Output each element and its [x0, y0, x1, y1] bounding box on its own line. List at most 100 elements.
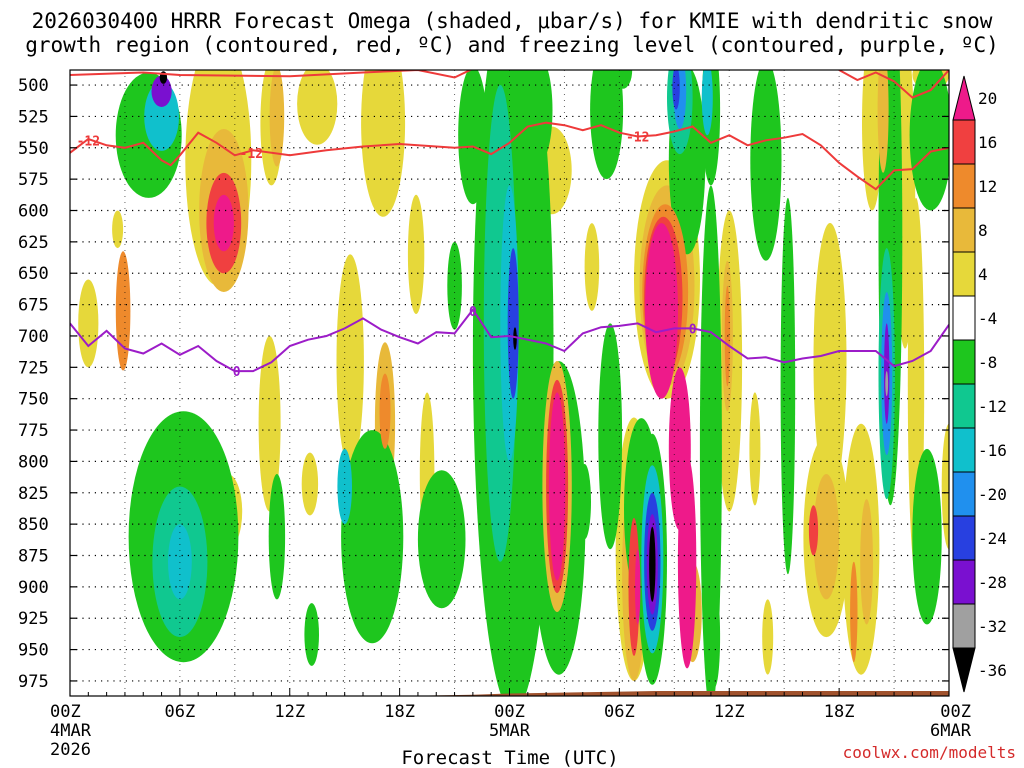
- x-tick-label: 00Z: [50, 702, 81, 722]
- omega-cell: [672, 70, 680, 110]
- omega-cell: [379, 373, 391, 449]
- y-tick-label: 650: [18, 264, 49, 284]
- omega-cell: [750, 70, 782, 261]
- y-tick-label: 825: [18, 484, 49, 504]
- omega-cell: [699, 185, 722, 696]
- omega-cell: [701, 70, 713, 136]
- omega-cell: [635, 549, 641, 625]
- y-tick-label: 675: [18, 296, 49, 316]
- omega-cell: [941, 423, 949, 550]
- x-tick-date: 5MAR: [489, 721, 531, 741]
- y-tick-label: 600: [18, 202, 49, 222]
- omega-cell: [912, 448, 942, 625]
- omega-cell: [649, 526, 656, 602]
- y-tick-label: 575: [18, 170, 49, 190]
- colorbar-swatch: [952, 471, 976, 517]
- omega-shading: [78, 70, 949, 696]
- omega-cell: [909, 70, 949, 211]
- credit-text: coolwx.com/modelts: [843, 743, 1016, 762]
- omega-cell: [808, 505, 819, 556]
- y-tick-label: 800: [18, 452, 49, 472]
- x-tick-date: 6MAR: [930, 721, 972, 741]
- colorbar-swatch: [952, 339, 976, 385]
- colorbar-swatch: [952, 383, 976, 429]
- omega-cell: [645, 223, 678, 399]
- colorbar-label: -4: [978, 309, 997, 328]
- x-tick-label: 12Z: [714, 702, 745, 722]
- dendritic-upper-contour: [70, 70, 473, 79]
- y-tick-label: 875: [18, 546, 49, 566]
- omega-cell: [862, 70, 883, 211]
- omega-cell: [301, 452, 319, 516]
- y-tick-label: 950: [18, 641, 49, 661]
- x-tick-label: 00Z: [940, 702, 971, 722]
- dendritic-upper-contour-right: [838, 70, 949, 99]
- omega-cell: [78, 279, 99, 368]
- omega-cell: [417, 470, 466, 609]
- omega-cell: [336, 254, 364, 468]
- x-tick-label: 06Z: [165, 702, 196, 722]
- y-tick-label: 775: [18, 421, 49, 441]
- colorbar-swatch: [952, 559, 976, 605]
- x-tick-date: 4MAR: [50, 721, 92, 741]
- y-tick-label: 550: [18, 139, 49, 159]
- dendritic-minus12-contour: [70, 121, 949, 191]
- omega-cell: [578, 464, 591, 540]
- contour-label-zero: 0: [233, 365, 241, 380]
- omega-cell: [584, 223, 600, 311]
- omega-cell: [813, 223, 847, 499]
- contour-label-zero: 0: [689, 322, 697, 337]
- y-tick-label: 525: [18, 107, 49, 127]
- colorbar-label: -16: [978, 441, 1007, 460]
- colorbar-swatch: [952, 207, 976, 253]
- omega-cell: [598, 323, 623, 550]
- omega-cell: [860, 499, 873, 625]
- omega-cell: [112, 210, 124, 249]
- colorbar: 20 16 12 8 4 -4 -8 -12 -16 -20 -24 -28 -32 -36: [952, 75, 1007, 693]
- x-tick-label: 18Z: [824, 702, 855, 722]
- contour-label-minus12: -12: [240, 147, 263, 162]
- x-axis-label: Forecast Time (UTC): [401, 747, 618, 768]
- omega-cell: [749, 392, 761, 506]
- contour-label-zero: 0: [469, 305, 477, 320]
- chart-title-line-1: 2026030400 HRRR Forecast Omega (shaded, …: [32, 9, 993, 33]
- colorbar-swatch: [952, 251, 976, 297]
- y-tick-label: 500: [18, 76, 49, 96]
- x-tick-year: 2026: [50, 740, 91, 760]
- colorbar-label: -36: [978, 661, 1007, 680]
- omega-cell: [304, 603, 320, 666]
- x-tick-label: 18Z: [384, 702, 415, 722]
- colorbar-swatch: [952, 647, 976, 693]
- omega-cell: [269, 70, 285, 167]
- omega-cell: [590, 70, 624, 180]
- omega-cell: [709, 586, 721, 688]
- omega-cell: [115, 251, 131, 371]
- omega-cell: [613, 70, 633, 89]
- omega-cell: [677, 455, 697, 669]
- colorbar-swatch: [952, 295, 976, 341]
- omega-cell: [151, 75, 172, 108]
- colorbar-label: 4: [978, 265, 988, 284]
- colorbar-label: 12: [978, 177, 997, 196]
- contour-label-minus12: -12: [626, 130, 649, 145]
- y-tick-label: 625: [18, 233, 49, 253]
- omega-cell: [213, 194, 234, 252]
- x-tick-label: 12Z: [274, 702, 305, 722]
- colorbar-swatch: [952, 515, 976, 561]
- y-tick-label: 850: [18, 515, 49, 535]
- colorbar-label: -24: [978, 529, 1007, 548]
- colorbar-label: -12: [978, 397, 1007, 416]
- omega-cell: [447, 241, 462, 330]
- omega-cell: [407, 194, 425, 314]
- omega-cell: [762, 599, 774, 675]
- omega-cell: [361, 70, 406, 217]
- omega-cell: [885, 371, 889, 397]
- x-tick-label: 06Z: [604, 702, 635, 722]
- omega-cell: [813, 474, 840, 600]
- omega-cell: [780, 197, 796, 575]
- colorbar-label: 8: [978, 221, 988, 240]
- colorbar-label: 20: [978, 89, 997, 108]
- colorbar-swatch: [952, 603, 976, 649]
